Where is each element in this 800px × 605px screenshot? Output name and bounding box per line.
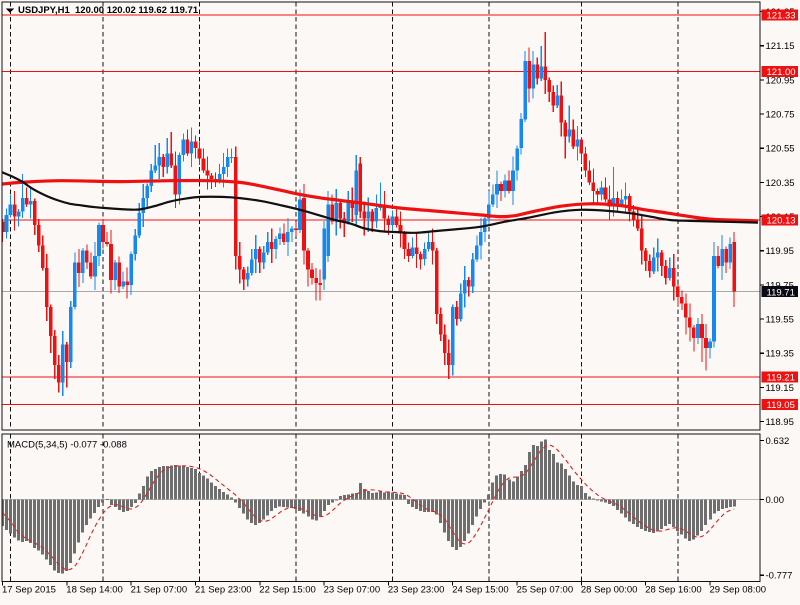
svg-text:120.35: 120.35 bbox=[766, 178, 795, 189]
svg-text:121.33: 121.33 bbox=[767, 11, 796, 22]
svg-text:119.95: 119.95 bbox=[766, 246, 794, 257]
svg-text:21 Sep 07:00: 21 Sep 07:00 bbox=[131, 585, 188, 596]
svg-text:23 Sep 07:00: 23 Sep 07:00 bbox=[324, 585, 381, 596]
svg-text:120.13: 120.13 bbox=[767, 216, 796, 227]
svg-text:119.35: 119.35 bbox=[766, 349, 794, 360]
svg-text:21 Sep 23:00: 21 Sep 23:00 bbox=[195, 585, 252, 596]
svg-text:28 Sep 00:00: 28 Sep 00:00 bbox=[581, 585, 638, 596]
svg-text:MACD(5,34,5) -0.077 -0.088: MACD(5,34,5) -0.077 -0.088 bbox=[7, 440, 127, 451]
svg-text:0.00: 0.00 bbox=[766, 495, 785, 506]
svg-text:-0.777: -0.777 bbox=[766, 571, 793, 582]
svg-text:23 Sep 23:00: 23 Sep 23:00 bbox=[388, 585, 445, 596]
svg-text:118.95: 118.95 bbox=[766, 417, 794, 428]
svg-text:121.15: 121.15 bbox=[766, 41, 795, 52]
svg-text:28 Sep 16:00: 28 Sep 16:00 bbox=[645, 585, 702, 596]
svg-text:121.00: 121.00 bbox=[767, 67, 796, 78]
svg-text:120.55: 120.55 bbox=[766, 144, 795, 155]
svg-text:USDJPY,H1 120.00 120.02 119.6: USDJPY,H1 120.00 120.02 119.62 119.71 bbox=[18, 5, 199, 16]
svg-text:120.75: 120.75 bbox=[766, 110, 795, 121]
svg-text:0.632: 0.632 bbox=[766, 436, 790, 447]
svg-text:29 Sep 08:00: 29 Sep 08:00 bbox=[710, 585, 767, 596]
svg-text:119.21: 119.21 bbox=[767, 373, 795, 384]
svg-text:119.75: 119.75 bbox=[766, 280, 794, 291]
svg-text:120.95: 120.95 bbox=[766, 75, 795, 86]
svg-text:119.55: 119.55 bbox=[766, 315, 794, 326]
svg-text:119.15: 119.15 bbox=[766, 383, 794, 394]
svg-text:24 Sep 15:00: 24 Sep 15:00 bbox=[452, 585, 509, 596]
svg-text:119.05: 119.05 bbox=[767, 400, 795, 411]
svg-text:22 Sep 15:00: 22 Sep 15:00 bbox=[259, 585, 316, 596]
svg-text:18 Sep 14:00: 18 Sep 14:00 bbox=[66, 585, 123, 596]
svg-text:25 Sep 07:00: 25 Sep 07:00 bbox=[517, 585, 574, 596]
svg-text:17 Sep 2015: 17 Sep 2015 bbox=[2, 585, 56, 596]
svg-text:119.71: 119.71 bbox=[767, 287, 795, 298]
